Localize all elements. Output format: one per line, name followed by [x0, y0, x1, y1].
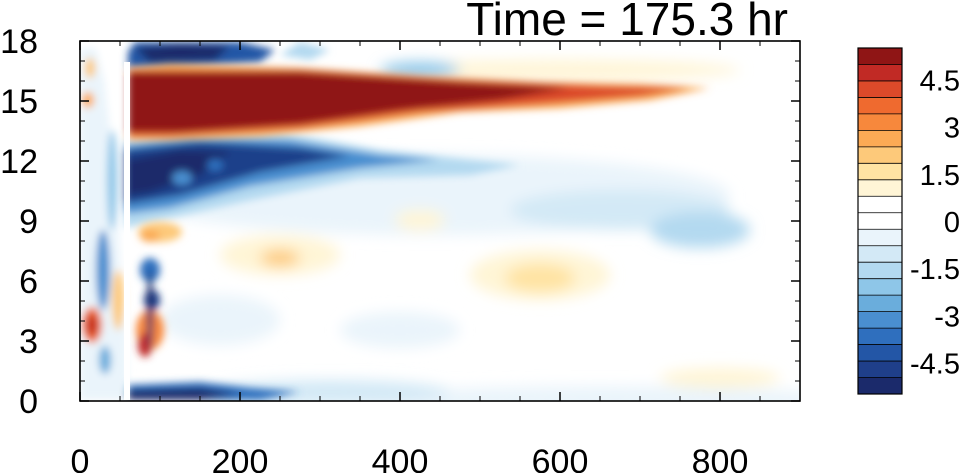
y-tick-label: 15 [0, 83, 38, 121]
x-tick-label: 600 [532, 443, 589, 473]
colorbar: 4.5 3 1.5 0 -1.5 -3 -4.5 [857, 47, 960, 395]
y-tick-label: 12 [0, 143, 38, 181]
zero-line-boundary [124, 62, 130, 400]
y-tick-label: 9 [19, 203, 38, 241]
colorbar-label: -3 [934, 301, 960, 333]
x-tick-label: 0 [71, 443, 90, 473]
x-tick-label: 800 [692, 443, 749, 473]
colorbar-frame [857, 47, 903, 395]
colorbar-swatch [858, 97, 902, 115]
chart-title: Time = 175.3 hr [466, 0, 788, 45]
colorbar-swatch [858, 262, 902, 280]
colorbar-swatch [858, 113, 902, 131]
colorbar-swatch [858, 163, 902, 181]
colorbar-swatch [858, 80, 902, 98]
colorbar-swatch [858, 48, 902, 65]
colorbar-label: 1.5 [920, 160, 960, 192]
colorbar-swatch [858, 361, 902, 379]
colorbar-label: 0 [944, 207, 960, 239]
heatmap-field [80, 42, 800, 401]
colorbar-label: 4.5 [920, 65, 960, 97]
colorbar-label: -1.5 [910, 254, 960, 286]
colorbar-swatch [858, 146, 902, 164]
y-tick-label: 18 [0, 23, 38, 61]
x-tick-label: 400 [372, 443, 429, 473]
colorbar-label: 3 [944, 113, 960, 145]
colorbar-swatch [858, 212, 902, 230]
colorbar-swatch [858, 328, 902, 346]
colorbar-swatch [858, 130, 902, 148]
y-axis: 0 3 6 9 12 15 18 [0, 23, 800, 421]
colorbar-swatch [858, 245, 902, 263]
colorbar-swatch [858, 278, 902, 296]
x-axis: 0 200 400 600 800 [71, 41, 801, 473]
colorbar-swatch [858, 229, 902, 247]
colorbar-swatch [858, 344, 902, 362]
y-tick-label: 3 [19, 323, 38, 361]
colorbar-swatch [858, 311, 902, 329]
colorbar-swatch [858, 196, 902, 214]
colorbar-swatch [858, 64, 902, 82]
x-tick-label: 200 [212, 443, 269, 473]
colorbar-label: -4.5 [910, 349, 960, 381]
colorbar-swatch [858, 179, 902, 197]
y-tick-label: 6 [19, 263, 38, 301]
colorbar-swatch [858, 377, 902, 395]
y-tick-label: 0 [19, 383, 38, 421]
colorbar-swatch [858, 295, 902, 313]
